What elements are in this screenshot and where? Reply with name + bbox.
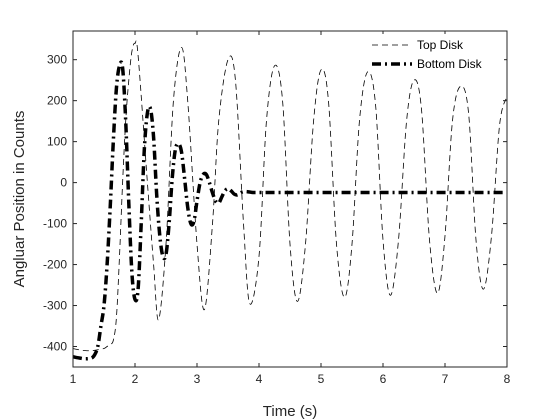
y-tick-label: 200 [47, 94, 67, 108]
legend-label-top-disk: Top Disk [417, 38, 464, 52]
x-tick-label: 1 [70, 372, 77, 386]
x-tick-label: 5 [318, 372, 325, 386]
y-tick-label: -100 [43, 217, 67, 231]
plot-frame [72, 30, 508, 368]
legend: Top Disk Bottom Disk [368, 34, 504, 74]
y-tick-label: 300 [47, 53, 67, 67]
series-layer [72, 40, 508, 361]
legend-label-bottom-disk: Bottom Disk [417, 57, 483, 71]
y-tick-label: 0 [60, 176, 67, 190]
y-axis-label: Angluar Position in Counts [11, 111, 28, 288]
ticks-layer: 1 2 3 4 5 6 7 8 -400 -300 -200 -100 0 100 200 300 [43, 31, 511, 386]
x-tick-label: 7 [442, 372, 449, 386]
legend-box [368, 34, 504, 74]
x-axis-label: Time (s) [263, 403, 317, 420]
y-tick-label: -400 [43, 340, 67, 354]
x-tick-label: 6 [380, 372, 387, 386]
x-tick-label: 8 [504, 372, 511, 386]
plot-area [73, 31, 507, 367]
x-tick-label: 3 [194, 372, 201, 386]
y-tick-label: 100 [47, 135, 67, 149]
series-line-bottom-disk [72, 60, 507, 361]
series-line-top-disk [72, 40, 508, 352]
y-tick-label: -200 [43, 258, 67, 272]
y-tick-label: -300 [43, 299, 67, 313]
x-tick-label: 4 [256, 372, 263, 386]
x-tick-label: 2 [132, 372, 139, 386]
